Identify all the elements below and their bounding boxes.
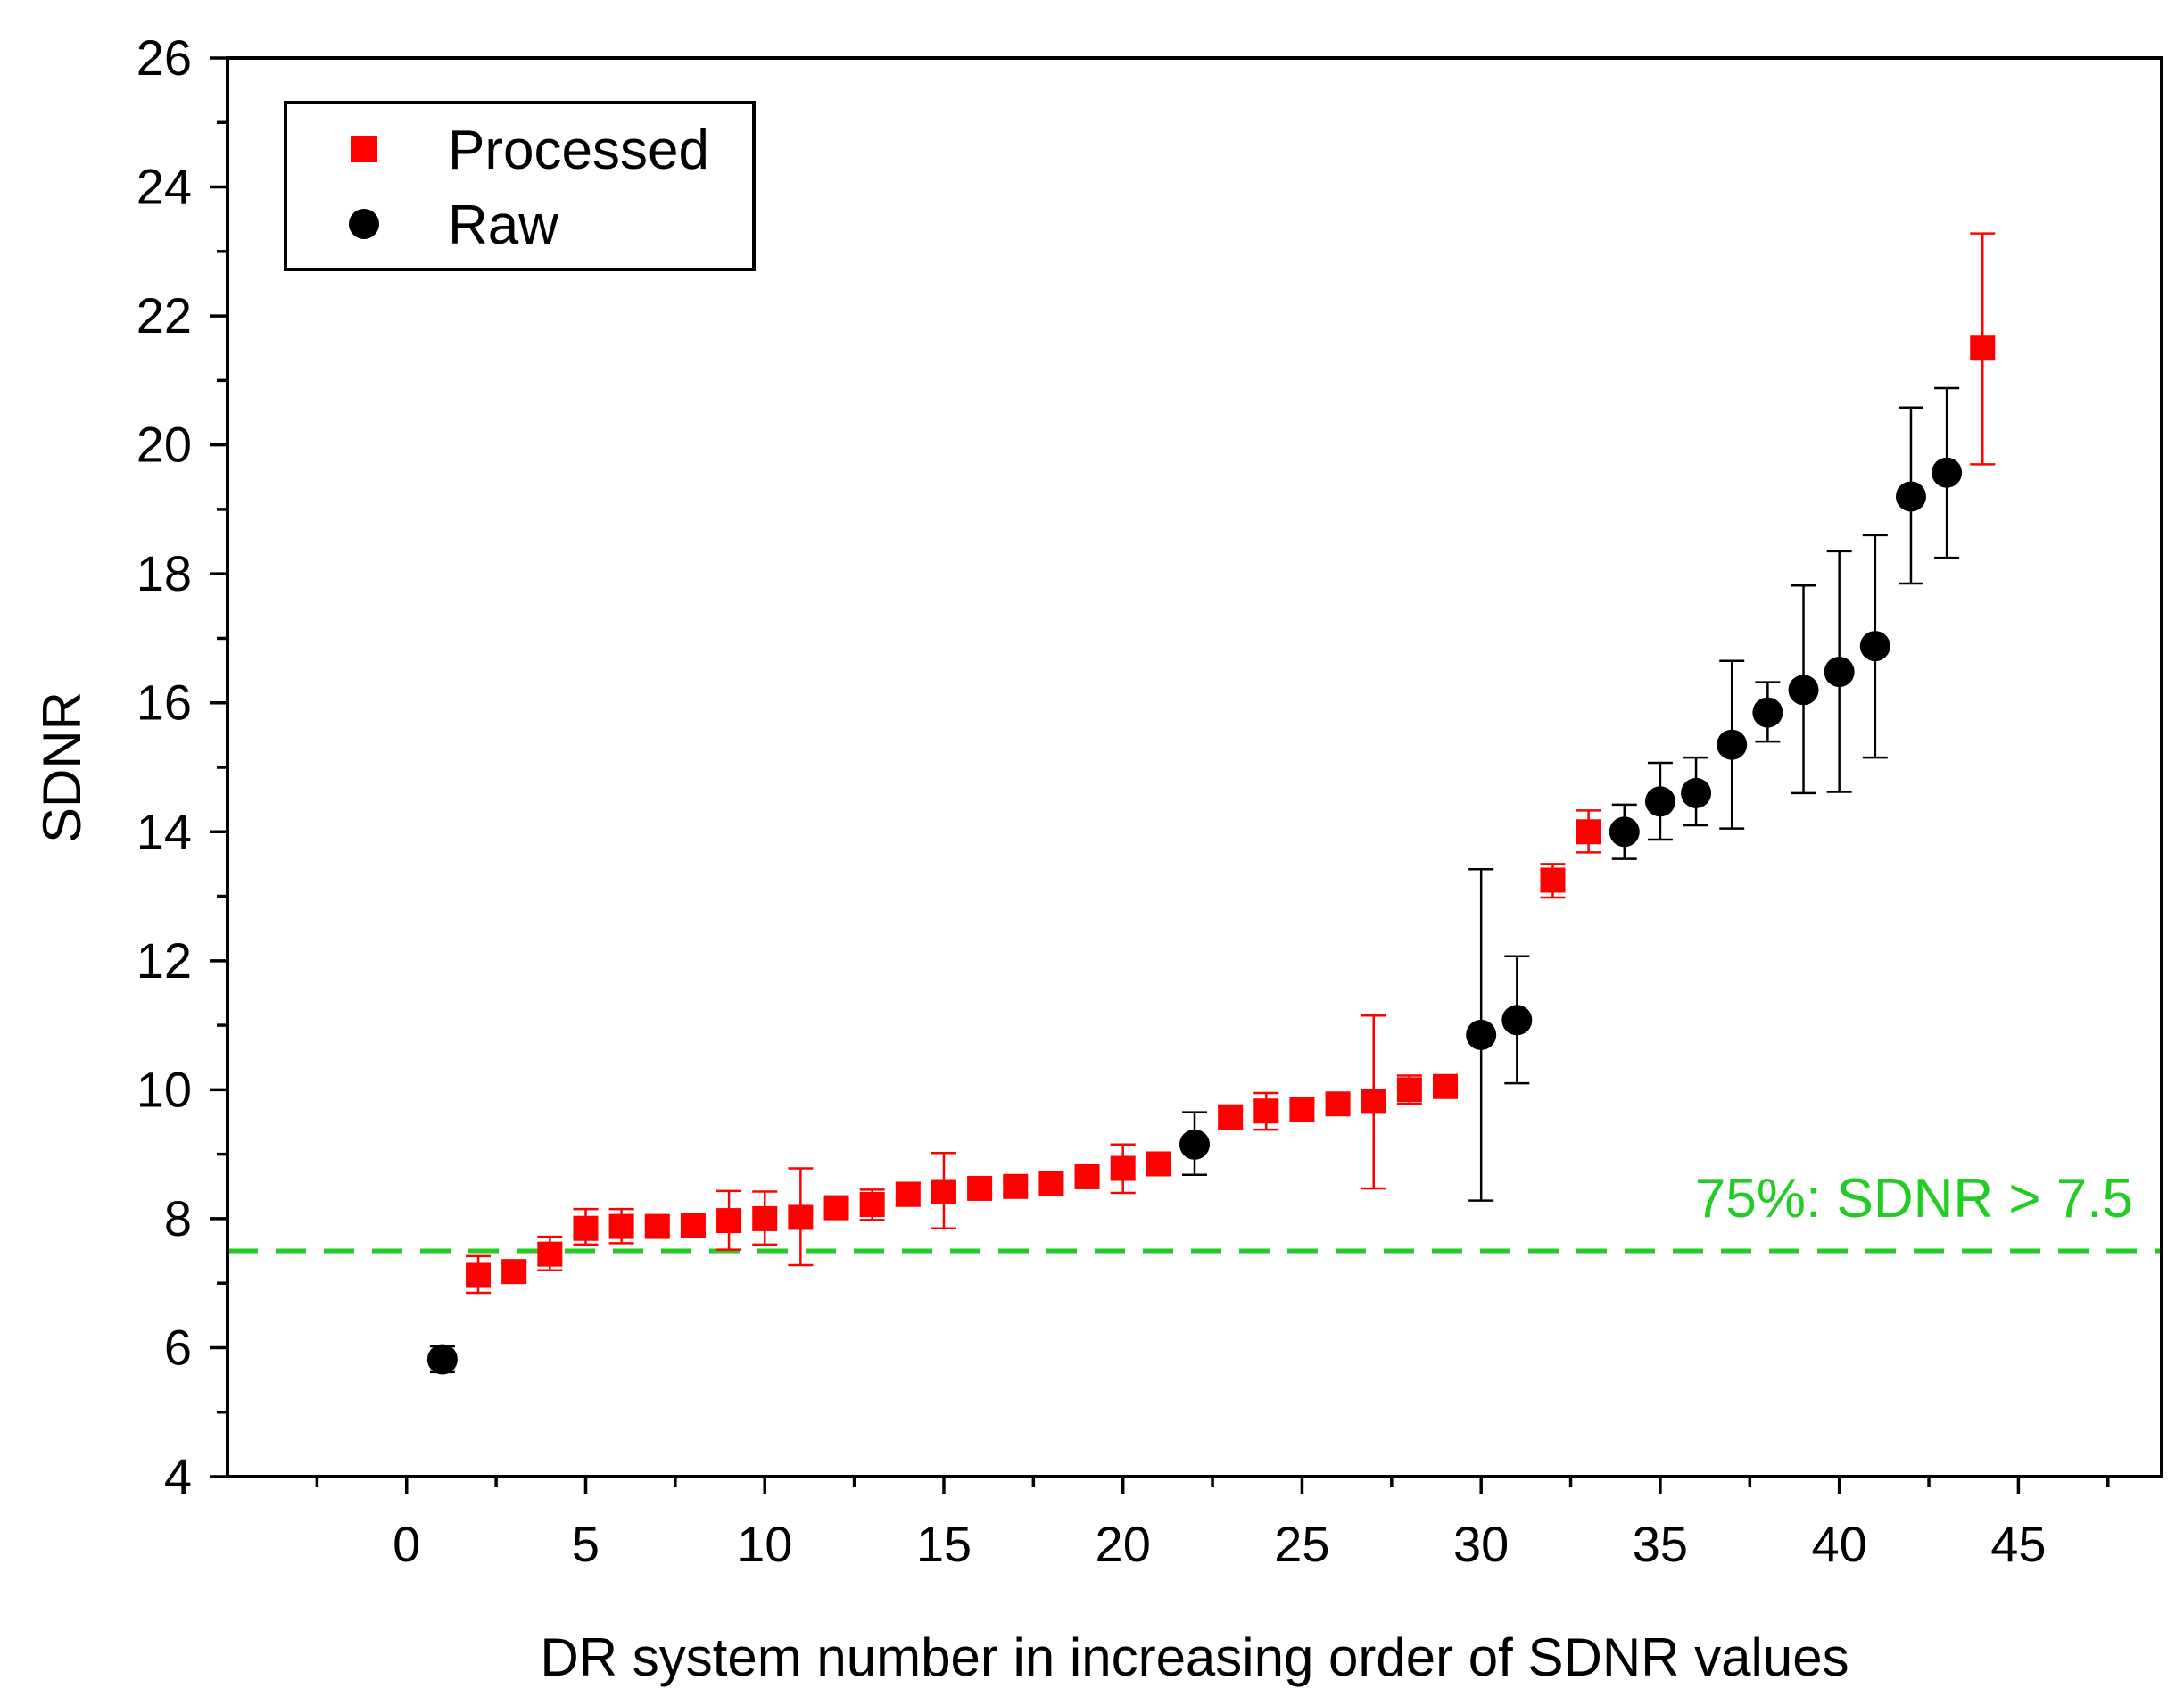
data-point-processed-18	[1038, 1171, 1064, 1196]
legend: Processed Raw	[284, 101, 756, 271]
data-point-processed-21	[1146, 1151, 1171, 1177]
legend-label-processed: Processed	[448, 120, 709, 181]
data-point-processed-12	[823, 1195, 849, 1221]
data-point-processed-16	[967, 1175, 993, 1201]
legend-marker-raw	[349, 209, 379, 239]
data-point-processed-11	[788, 1204, 814, 1230]
data-point-raw-37	[1717, 729, 1748, 760]
y-tick-label-24: 24	[136, 159, 192, 215]
y-tick-label-6: 6	[164, 1319, 192, 1375]
data-marks-layer	[426, 232, 1996, 1375]
data-point-processed-24	[1253, 1098, 1279, 1124]
threshold-layer: 75%: SDNR > 7.5	[228, 1168, 2162, 1254]
y-tick-label-26: 26	[136, 29, 192, 86]
data-point-processed-15	[931, 1179, 956, 1204]
axes-layer: 0 5 10 15 20 25 30 35 40 45 4 6 8 10 12 14 16 18 20 22 24 26 D…	[32, 29, 2163, 1687]
data-point-raw-31	[1502, 1005, 1533, 1036]
data-point-processed-9	[716, 1208, 742, 1234]
data-point-processed-25	[1289, 1097, 1315, 1122]
y-tick-label-18: 18	[136, 545, 192, 601]
legend-label-raw: Raw	[448, 195, 558, 256]
x-tick-label-15: 15	[916, 1516, 972, 1572]
data-point-raw-39	[1788, 675, 1819, 706]
data-point-raw-1	[426, 1344, 458, 1375]
x-tick-label-45: 45	[1990, 1516, 2046, 1572]
data-point-processed-29	[1433, 1073, 1459, 1099]
data-point-processed-14	[895, 1181, 921, 1207]
x-tick-label-30: 30	[1453, 1516, 1509, 1572]
y-tick-label-22: 22	[136, 287, 192, 344]
y-tick-label-14: 14	[136, 803, 192, 859]
y-tick-label-16: 16	[136, 675, 192, 731]
series-raw	[426, 386, 1963, 1375]
data-point-processed-27	[1361, 1089, 1386, 1114]
y-axis-label: SDNR	[32, 691, 92, 843]
data-point-raw-30	[1466, 1019, 1497, 1050]
data-point-processed-44	[1970, 335, 1996, 361]
data-point-processed-32	[1540, 867, 1566, 893]
data-point-processed-5	[573, 1215, 599, 1241]
data-point-processed-33	[1576, 819, 1601, 845]
data-point-processed-4	[537, 1241, 563, 1267]
data-point-processed-3	[501, 1259, 527, 1285]
data-point-raw-34	[1609, 816, 1640, 848]
data-point-raw-22	[1179, 1129, 1210, 1160]
legend-marker-processed	[351, 136, 377, 162]
data-point-processed-10	[752, 1205, 778, 1231]
x-tick-label-10: 10	[737, 1516, 792, 1572]
y-tick-label-10: 10	[136, 1061, 192, 1117]
x-tick-label-0: 0	[393, 1516, 420, 1572]
threshold-label: 75%: SDNR > 7.5	[1695, 1168, 2133, 1229]
data-point-processed-8	[680, 1213, 706, 1238]
data-point-processed-2	[466, 1262, 492, 1288]
y-tick-label-4: 4	[164, 1448, 192, 1504]
data-point-processed-23	[1218, 1104, 1244, 1130]
legend-box	[284, 101, 756, 271]
x-tick-label-35: 35	[1633, 1516, 1688, 1572]
x-tick-label-40: 40	[1812, 1516, 1867, 1572]
x-tick-label-5: 5	[572, 1516, 600, 1572]
y-tick-label-8: 8	[164, 1190, 192, 1246]
data-point-processed-19	[1074, 1163, 1100, 1189]
x-tick-label-20: 20	[1096, 1516, 1151, 1572]
data-point-processed-28	[1396, 1077, 1422, 1103]
y-tick-label-12: 12	[136, 932, 192, 989]
data-point-raw-42	[1895, 481, 1926, 512]
data-point-processed-13	[859, 1192, 885, 1218]
data-point-processed-26	[1325, 1091, 1351, 1117]
data-point-processed-17	[1003, 1173, 1029, 1199]
data-point-raw-43	[1932, 457, 1963, 488]
y-tick-label-20: 20	[136, 417, 192, 473]
data-point-processed-6	[608, 1213, 634, 1239]
data-point-raw-36	[1681, 777, 1712, 808]
data-point-processed-7	[644, 1213, 670, 1239]
data-point-raw-40	[1824, 657, 1855, 688]
series-processed	[466, 232, 1996, 1295]
data-point-processed-20	[1110, 1155, 1136, 1181]
x-tick-label-25: 25	[1274, 1516, 1329, 1572]
x-axis-label: DR system number in increasing order of …	[540, 1627, 1849, 1687]
data-point-raw-35	[1644, 786, 1675, 817]
data-point-raw-41	[1859, 631, 1890, 662]
data-point-raw-38	[1752, 697, 1783, 728]
